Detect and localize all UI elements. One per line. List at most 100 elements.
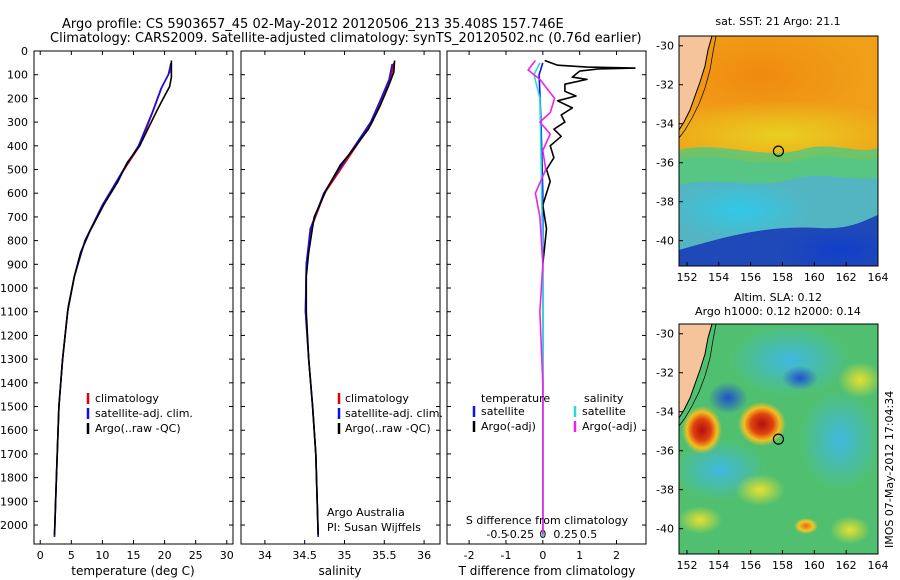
diff-legend-sal-header: salinity bbox=[584, 392, 624, 405]
diff-legend-t-sat-label: satellite bbox=[481, 405, 525, 418]
sst-x-tick-label: 164 bbox=[868, 271, 889, 284]
sal-x-tick-label: 35.5 bbox=[372, 549, 397, 562]
sal-x-tick-label: 35 bbox=[337, 549, 351, 562]
sla-x-tick-label: 152 bbox=[676, 559, 697, 572]
temp-x-tick-label: 10 bbox=[95, 549, 109, 562]
diff-legend-temp-header: temperature bbox=[481, 392, 550, 405]
depth-tick-label: 400 bbox=[7, 140, 28, 153]
sal-series-line bbox=[304, 63, 393, 537]
sla-y-tick-label: -30 bbox=[656, 328, 674, 341]
sst-deep-cold bbox=[780, 228, 878, 266]
depth-tick-label: 500 bbox=[7, 164, 28, 177]
sst-y-tick-label: -32 bbox=[656, 79, 674, 92]
sst-x-tick-label: 154 bbox=[708, 271, 729, 284]
sst-map-frame bbox=[678, 35, 879, 267]
depth-axis: 0 100 200 300 400 500 600 700 800 900 1000 1100 1200… bbox=[0, 45, 646, 532]
sst-x-tick-label: 162 bbox=[836, 271, 857, 284]
temp-legend-clim-label: climatology bbox=[95, 392, 159, 405]
credit-line-2: PI: Susan Wijffels bbox=[327, 521, 421, 534]
sla-cyan-3 bbox=[800, 390, 878, 490]
sst-x-tick-label: 160 bbox=[804, 271, 825, 284]
sla-x-tick-label: 162 bbox=[836, 559, 857, 572]
temp-x-tick-label: 30 bbox=[220, 549, 234, 562]
sla-blue-1 bbox=[708, 382, 748, 414]
sst-map-field bbox=[679, 36, 878, 266]
sst-map-ticks: 152 154 156 158 160 162 164 -30 -32 -34 -36 -38 -40 bbox=[656, 40, 888, 284]
temperature-series bbox=[53, 60, 173, 537]
sst-x-tick-label: 156 bbox=[740, 271, 761, 284]
sal-x-tick-label: 34 bbox=[258, 549, 272, 562]
title-line-1: Argo profile: CS 5903657_45 02-May-2012 … bbox=[62, 17, 564, 32]
sst-cyan-patch bbox=[679, 180, 810, 240]
depth-tick-label: 1200 bbox=[0, 329, 28, 342]
sal-series-line bbox=[305, 60, 396, 535]
depth-tick-label: 300 bbox=[7, 116, 28, 129]
depth-tick-label: 1400 bbox=[0, 377, 28, 390]
sst-x-tick-label: 158 bbox=[772, 271, 793, 284]
difference-legend: temperature salinity satellite Argo(-adj… bbox=[472, 392, 637, 433]
sla-x-tick-label: 164 bbox=[868, 559, 889, 572]
sla-isobath bbox=[679, 324, 717, 427]
sla-map-frame bbox=[678, 323, 879, 555]
temperature-xlabel: temperature (deg C) bbox=[71, 564, 194, 578]
difference-panel-frame bbox=[446, 50, 647, 545]
temperature-legend: climatology satellite-adj. clim. Argo(..… bbox=[86, 392, 193, 435]
temp-series-line bbox=[53, 60, 173, 535]
sla-map-title-1: Altim. SLA: 0.12 bbox=[734, 291, 822, 304]
sla-yellow-2 bbox=[735, 474, 785, 506]
diff-legend-s-argo-label: Argo(-adj) bbox=[582, 420, 637, 433]
sal-legend-argo-label: Argo(..raw -QC) bbox=[345, 422, 431, 435]
difference-x-ticks: -2 -1 0 1 2-0.5-0.25 0 0.25 0.5 bbox=[464, 51, 620, 562]
sst-argo-position-marker bbox=[772, 145, 785, 157]
sst-y-tick-label: -30 bbox=[656, 40, 674, 53]
sla-x-tick-label: 154 bbox=[708, 559, 729, 572]
sst-x-tick-label: 152 bbox=[676, 271, 697, 284]
sla-yellow-4 bbox=[830, 516, 870, 544]
salinity-xlabel: salinity bbox=[318, 564, 361, 578]
sla-map-title-2: Argo h1000: 0.12 h2000: 0.14 bbox=[695, 305, 861, 318]
sla-x-tick-label: 158 bbox=[772, 559, 793, 572]
depth-tick-label: 1300 bbox=[0, 353, 28, 366]
diff-x-tick-label: 1 bbox=[576, 549, 583, 562]
temp-series-line bbox=[53, 62, 172, 537]
depth-tick-label: 1600 bbox=[0, 424, 28, 437]
depth-tick-label: 200 bbox=[7, 92, 28, 105]
temp-legend-argo-label: Argo(..raw -QC) bbox=[95, 422, 181, 435]
temperature-panel-frame bbox=[33, 50, 234, 545]
sla-coastline bbox=[679, 324, 713, 419]
title-line-2: Climatology: CARS2009. Satellite-adjuste… bbox=[50, 31, 642, 46]
depth-tick-label: 700 bbox=[7, 211, 28, 224]
diff-s-tick-label: 0.5 bbox=[580, 528, 598, 541]
temperature-x-ticks: 0 5 10 15 20 25 30 bbox=[37, 51, 234, 562]
temp-x-tick-label: 20 bbox=[158, 549, 172, 562]
difference-series bbox=[527, 59, 636, 537]
sal-x-tick-label: 34.5 bbox=[292, 549, 317, 562]
sla-x-tick-label: 160 bbox=[804, 559, 825, 572]
diff-s-tick-label: -0.25 bbox=[506, 528, 534, 541]
sla-y-tick-label: -40 bbox=[656, 523, 674, 536]
sla-blue-2 bbox=[782, 366, 818, 390]
sla-y-tick-label: -32 bbox=[656, 367, 674, 380]
sst-y-tick-label: -38 bbox=[656, 196, 674, 209]
diff-series-line bbox=[542, 59, 636, 535]
depth-tick-label: 2000 bbox=[0, 519, 28, 532]
diff-x-tick-label: 2 bbox=[613, 549, 620, 562]
salinity-series bbox=[304, 60, 396, 537]
sst-isobath bbox=[679, 36, 717, 139]
sla-land bbox=[679, 324, 712, 418]
sst-land bbox=[679, 36, 712, 130]
diff-s-tick-label: 0.25 bbox=[553, 528, 578, 541]
temp-x-tick-label: 25 bbox=[189, 549, 203, 562]
temp-x-tick-label: 15 bbox=[127, 549, 141, 562]
difference-xlabel: T difference from climatology bbox=[458, 564, 636, 578]
salinity-panel-frame bbox=[240, 50, 441, 545]
diff-series-line bbox=[527, 60, 556, 535]
depth-tick-label: 900 bbox=[7, 258, 28, 271]
temp-legend-sat-label: satellite-adj. clim. bbox=[95, 407, 193, 420]
credit-line-1: Argo Australia bbox=[327, 506, 405, 519]
diff-legend-s-sat-label: satellite bbox=[582, 405, 626, 418]
sla-eddy-south bbox=[794, 518, 818, 534]
sst-y-tick-label: -34 bbox=[656, 118, 674, 131]
sal-legend-clim-label: climatology bbox=[345, 392, 409, 405]
